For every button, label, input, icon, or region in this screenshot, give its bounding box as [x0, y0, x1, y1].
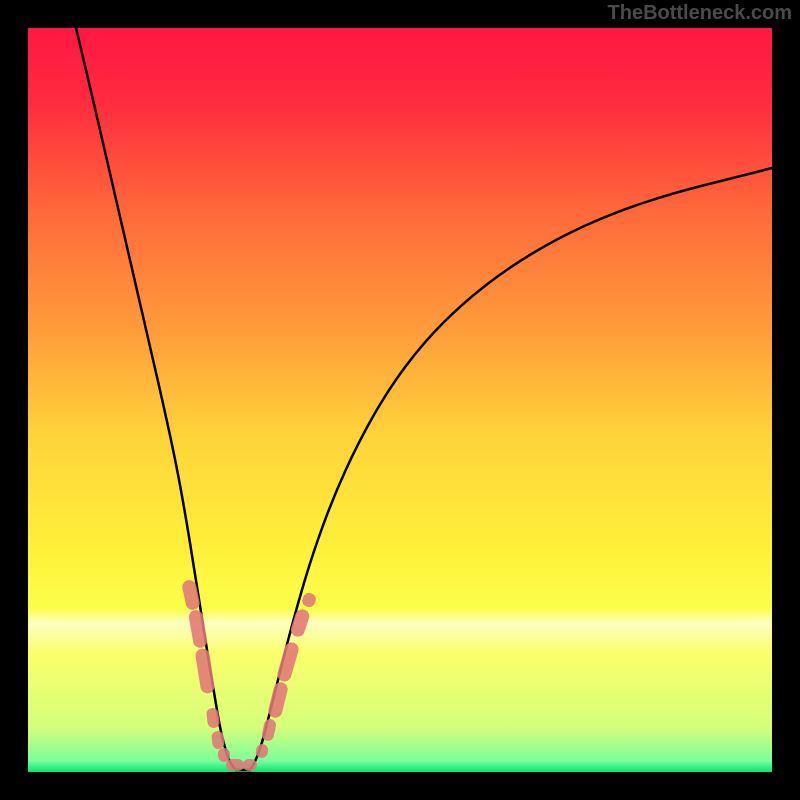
data-marker	[211, 730, 225, 749]
data-marker	[261, 718, 277, 742]
curve-right-branch	[250, 168, 772, 770]
data-marker	[267, 681, 289, 719]
data-marker	[300, 591, 317, 609]
data-marker	[276, 641, 300, 683]
data-marker	[181, 579, 201, 611]
curve-left-branch	[76, 28, 236, 770]
data-marker	[226, 759, 244, 771]
chart-frame: TheBottleneck.com	[0, 0, 800, 800]
data-marker	[243, 759, 257, 771]
data-marker	[188, 609, 208, 649]
curve-layer	[28, 28, 772, 772]
watermark-text: TheBottleneck.com	[608, 2, 792, 25]
data-marker	[195, 648, 216, 695]
plot-area	[28, 28, 772, 772]
